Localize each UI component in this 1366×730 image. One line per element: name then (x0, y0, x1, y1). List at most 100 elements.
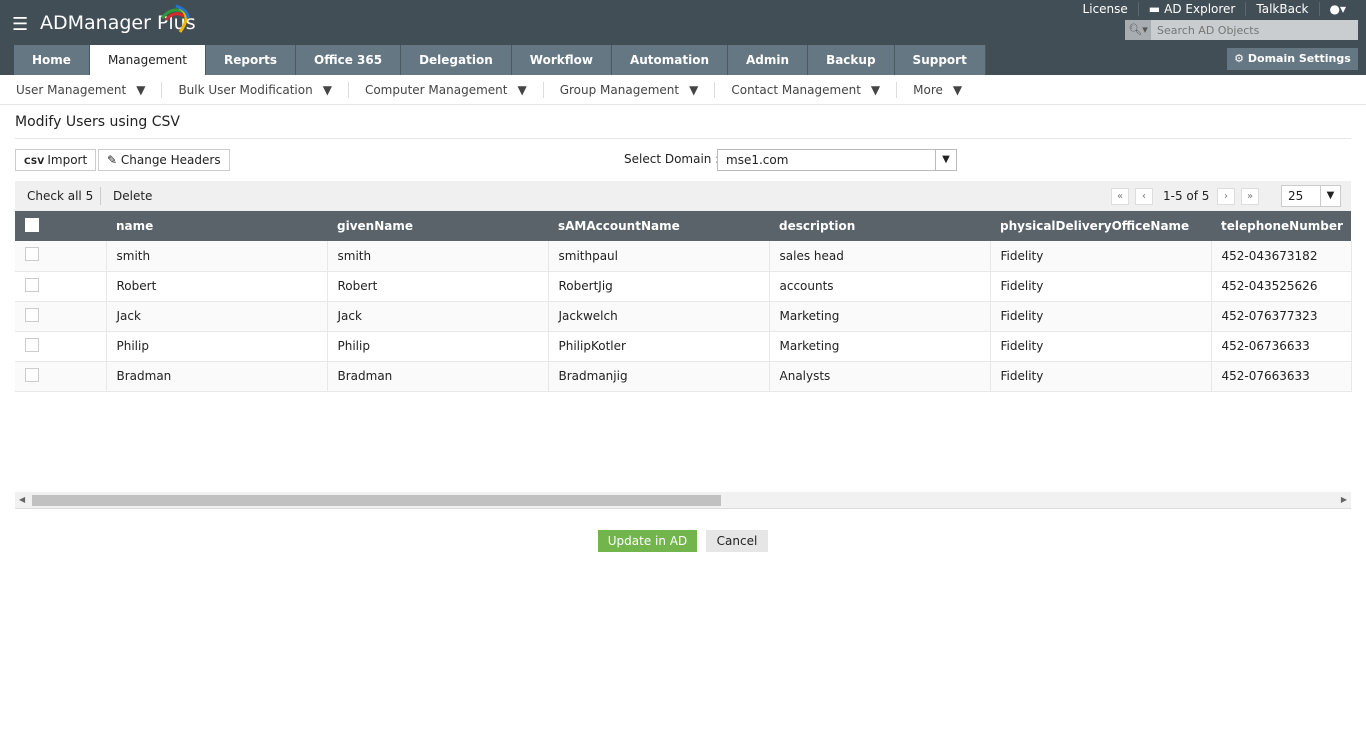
scrollbar-thumb[interactable] (32, 495, 721, 506)
cancel-button[interactable]: Cancel (706, 530, 768, 552)
table-cell: Bradman (106, 361, 328, 392)
page-info: 1-5 of 5 (1163, 189, 1210, 203)
table-row[interactable]: smith smith smithpaul sales head Fidelity 452… (15, 241, 1352, 272)
subnav-more[interactable]: More ▼ (896, 81, 978, 98)
chevron-down-icon[interactable]: ▼ (935, 150, 956, 170)
tab-support[interactable]: Support (894, 45, 986, 75)
caret-down-icon: ▼ (322, 82, 332, 97)
ad-explorer-link[interactable]: ▬ AD Explorer (1137, 2, 1246, 16)
subnav-computer-management[interactable]: Computer Management ▼ (347, 81, 543, 98)
change-headers-button[interactable]: ✎ Change Headers (98, 149, 230, 171)
update-in-ad-button[interactable]: Update in AD (598, 530, 697, 552)
last-page-icon[interactable]: » (1241, 188, 1259, 205)
horizontal-scrollbar[interactable]: ◀ ▶ (15, 492, 1351, 509)
table-cell: Fidelity (990, 361, 1212, 392)
table-cell: Analysts (769, 361, 991, 392)
grid-toolbar: Check all 5 Delete « ‹ 1-5 of 5 › » 25 ▼ (15, 181, 1351, 211)
subnav-group-management[interactable]: Group Management ▼ (542, 81, 715, 98)
subnav-contact-management[interactable]: Contact Management ▼ (714, 81, 896, 98)
table-cell: Jack (106, 301, 328, 332)
edit-icon: ✎ (107, 153, 121, 167)
next-page-icon[interactable]: › (1217, 188, 1235, 205)
table-cell: PhilipKotler (548, 331, 770, 362)
search-input[interactable] (1151, 20, 1351, 40)
app-title: ADManager Plus (40, 12, 196, 34)
top-bar: ☰ ADManager Plus Home Management Reports Of… (0, 0, 1366, 75)
table-cell: 452-043525626 (1211, 271, 1352, 302)
logo-swoosh-icon (160, 4, 190, 33)
tab-home[interactable]: Home (14, 45, 90, 75)
license-link[interactable]: License (1082, 2, 1128, 16)
column-header[interactable]: sAMAccountName (548, 211, 769, 241)
tab-workflow[interactable]: Workflow (511, 45, 612, 75)
main-tabs: Home Management Reports Office 365 Delegatio… (14, 45, 986, 75)
delete-link[interactable]: Delete (100, 187, 152, 205)
table-cell: Philip (106, 331, 328, 362)
top-links: License ▬ AD Explorer TalkBack ●▾ (1073, 2, 1356, 16)
tab-office-365[interactable]: Office 365 (296, 45, 402, 75)
table-row[interactable]: Philip Philip PhilipKotler Marketing Fidelit… (15, 331, 1352, 362)
tab-delegation[interactable]: Delegation (401, 45, 512, 75)
tab-automation[interactable]: Automation (611, 45, 729, 75)
row-checkbox[interactable] (15, 301, 107, 332)
table-row[interactable]: Jack Jack Jackwelch Marketing Fidelity 452-07… (15, 301, 1352, 332)
check-all-link[interactable]: Check all 5 (27, 189, 94, 203)
row-checkbox[interactable] (15, 241, 107, 272)
table-cell: Fidelity (990, 241, 1212, 272)
domain-settings-button[interactable]: ⚙ Domain Settings (1227, 48, 1358, 70)
page-title: Modify Users using CSV (15, 114, 180, 130)
select-all-checkbox[interactable] (15, 211, 106, 241)
logo[interactable]: ADManager Plus (40, 4, 196, 34)
table-cell: Robert (106, 271, 328, 302)
users-table: name givenName sAMAccountName description ph… (15, 211, 1352, 392)
column-header[interactable]: name (106, 211, 327, 241)
subnav-user-management[interactable]: User Management ▼ (16, 82, 146, 97)
column-header[interactable]: givenName (327, 211, 548, 241)
table-cell: 452-076377323 (1211, 301, 1352, 332)
menu-icon[interactable]: ☰ (12, 14, 29, 35)
table-row[interactable]: Robert Robert RobertJig accounts Fidelity 452… (15, 271, 1352, 302)
scroll-right-icon[interactable]: ▶ (1340, 495, 1347, 504)
table-cell: Marketing (769, 301, 991, 332)
table-cell: accounts (769, 271, 991, 302)
first-page-icon[interactable]: « (1111, 188, 1129, 205)
select-domain-label: Select Domain : (624, 152, 720, 166)
table-cell: 452-06736633 (1211, 331, 1352, 362)
search-icon[interactable]: 🔍︎▾ (1125, 20, 1151, 40)
table-cell: Fidelity (990, 301, 1212, 332)
column-header[interactable]: description (769, 211, 990, 241)
table-cell: Jackwelch (548, 301, 770, 332)
prev-page-icon[interactable]: ‹ (1135, 188, 1153, 205)
domain-select[interactable]: mse1.com ▼ (717, 149, 957, 171)
table-cell: Marketing (769, 331, 991, 362)
tab-management[interactable]: Management (89, 45, 206, 75)
table-row[interactable]: Bradman Bradman Bradmanjig Analysts Fidelity… (15, 361, 1352, 392)
table-cell: Fidelity (990, 271, 1212, 302)
table-cell: Robert (327, 271, 549, 302)
table-cell: smith (106, 241, 328, 272)
column-header[interactable]: physicalDeliveryOfficeName (990, 211, 1211, 241)
row-checkbox[interactable] (15, 331, 107, 362)
tab-admin[interactable]: Admin (728, 45, 809, 75)
per-page-select[interactable]: 25 ▼ (1281, 185, 1341, 207)
import-button[interactable]: CSV Import (15, 149, 97, 171)
table-cell: Philip (327, 331, 549, 362)
table-cell: smithpaul (548, 241, 770, 272)
column-header[interactable]: telephoneNumber (1211, 211, 1351, 241)
scroll-left-icon[interactable]: ◀ (19, 495, 26, 504)
row-checkbox[interactable] (15, 271, 107, 302)
table-cell: sales head (769, 241, 991, 272)
talkback-link[interactable]: TalkBack (1245, 2, 1318, 16)
tab-reports[interactable]: Reports (206, 45, 297, 75)
tab-backup[interactable]: Backup (808, 45, 895, 75)
caret-down-icon: ▼ (952, 82, 963, 97)
subnav-bulk-user-modification[interactable]: Bulk User Modification ▼ (161, 81, 347, 98)
row-checkbox[interactable] (15, 361, 107, 392)
caret-down-icon: ▼ (689, 82, 699, 97)
table-cell: smith (327, 241, 549, 272)
table-cell: Bradmanjig (548, 361, 770, 392)
user-avatar-icon[interactable]: ●▾ (1318, 2, 1357, 16)
chevron-down-icon[interactable]: ▼ (1320, 186, 1340, 206)
caret-down-icon: ▼ (517, 82, 527, 97)
sub-nav: User Management ▼ Bulk User Modification ▼ C… (0, 75, 1366, 105)
